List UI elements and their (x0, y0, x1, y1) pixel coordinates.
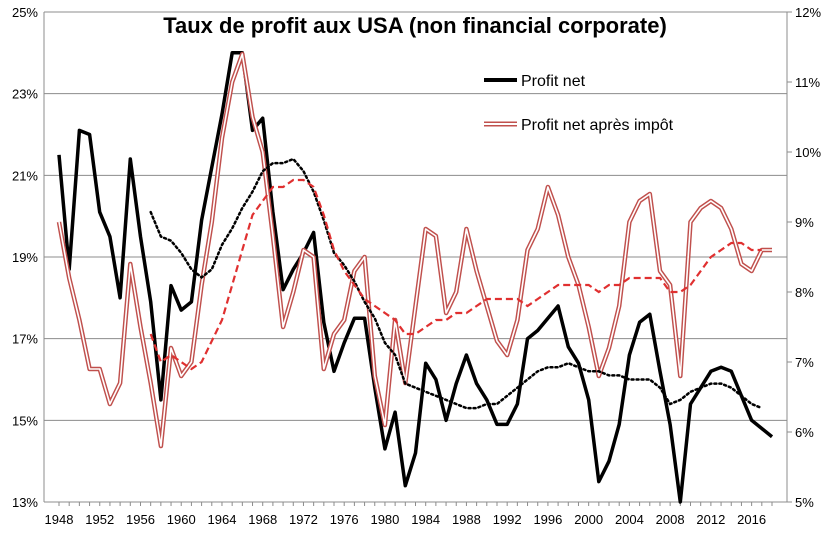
legend-label-profit-apres-impot: Profit net après impôt (521, 117, 674, 134)
x-tick-label: 1976 (330, 512, 359, 527)
legend-label-profit-net: Profit net (521, 73, 586, 90)
y-left-tick-label: 19% (12, 250, 38, 265)
x-tick-label: 2012 (696, 512, 725, 527)
x-tick-label: 1964 (208, 512, 237, 527)
x-tick-label: 1996 (533, 512, 562, 527)
x-tick-label: 1980 (370, 512, 399, 527)
x-tick-label: 1984 (411, 512, 440, 527)
y-right-tick-label: 6% (795, 425, 814, 440)
x-tick-label: 2004 (615, 512, 644, 527)
y-right-tick-label: 8% (795, 285, 814, 300)
x-tick-label: 1972 (289, 512, 318, 527)
y-right-tick-label: 9% (795, 215, 814, 230)
series-line-profit-net-trend (149, 157, 764, 410)
x-tick-label: 1952 (85, 512, 114, 527)
x-tick-label: 2016 (737, 512, 766, 527)
y-left-tick-label: 23% (12, 87, 38, 102)
y-left-tick-label: 25% (12, 5, 38, 20)
x-tick-label: 1956 (126, 512, 155, 527)
y-left-tick-label: 17% (12, 332, 38, 347)
y-left-tick-label: 15% (12, 413, 38, 428)
y-right-tick-label: 10% (795, 145, 821, 160)
y-right-tick-label: 5% (795, 495, 814, 510)
x-tick-label: 1988 (452, 512, 481, 527)
x-tick-label: 1960 (167, 512, 196, 527)
series-line-profit-apres-impot-inner (58, 53, 772, 447)
axes (43, 11, 792, 506)
series-line-profit-apres-impot-trend (149, 178, 762, 371)
chart-title: Taux de profit aux USA (non financial co… (163, 13, 667, 38)
x-tick-label: 1992 (493, 512, 522, 527)
y-left-tick-label: 13% (12, 495, 38, 510)
x-tick-label: 2000 (574, 512, 603, 527)
y-right-tick-label: 11% (795, 75, 820, 90)
x-tick-label: 2008 (656, 512, 685, 527)
tick-labels: 13% 15% 17% 19% 21% 23% 25% 5% 6% 7% 8% 9% 10% 11% 12%… (12, 5, 821, 527)
series-line-profit-net (57, 51, 774, 504)
y-left-tick-label: 21% (12, 168, 38, 183)
x-tick-label: 1968 (248, 512, 277, 527)
series-lines (56, 51, 774, 504)
y-right-tick-label: 7% (795, 355, 814, 370)
y-right-tick-label: 12% (795, 5, 821, 20)
legend: Profit net Profit net après impôt (484, 73, 674, 134)
x-tick-label: 1948 (45, 512, 74, 527)
